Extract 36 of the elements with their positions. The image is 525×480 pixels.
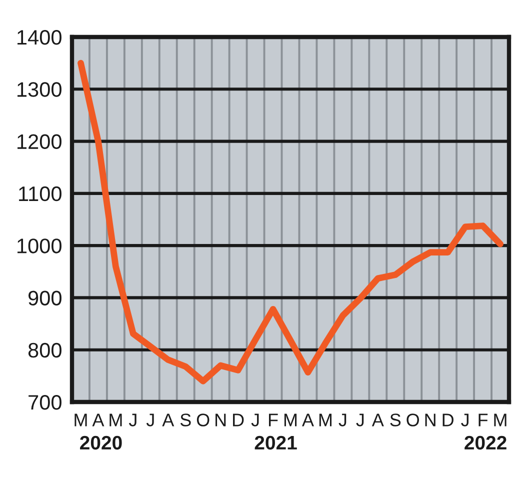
x-tick-label: J: [251, 414, 259, 426]
y-tick-label: 1000: [18, 238, 62, 254]
x-tick-label: J: [338, 414, 346, 426]
x-tick-label: D: [442, 414, 454, 426]
x-tick-label: M: [494, 414, 506, 426]
x-tick-label: A: [92, 414, 104, 426]
x-tick-label: S: [180, 414, 191, 426]
x-tick-label: J: [461, 414, 468, 426]
x-tick-label: A: [162, 414, 174, 426]
text: 2021: [254, 436, 297, 450]
x-tick-label: M: [110, 414, 122, 426]
y-tick-label: 1300: [18, 82, 62, 97]
y-tick-label: 800: [28, 342, 62, 358]
x-tick-label: O: [196, 414, 210, 426]
x-tick-label: M: [319, 414, 332, 426]
x-tick-label: S: [390, 414, 401, 426]
x-tick-label: M: [74, 414, 87, 426]
text: 2022: [464, 436, 506, 450]
x-tick-label: A: [372, 414, 384, 426]
x-tick-label: M: [284, 414, 297, 426]
x-tick-label: F: [268, 414, 278, 426]
x-tick-label: D: [233, 414, 244, 426]
y-tick-label: 700: [28, 395, 62, 410]
x-tick-label: J: [128, 414, 136, 426]
x-tick-label: N: [216, 414, 226, 426]
y-tick-label: 1200: [18, 134, 62, 150]
y-tick-label: 900: [28, 290, 62, 306]
x-tick-label: J: [146, 414, 154, 426]
y-tick-label: 1100: [19, 186, 62, 202]
x-tick-label: N: [425, 414, 436, 426]
y-tick-label: 1400: [18, 30, 62, 45]
x-tick-label: F: [478, 414, 488, 426]
x-tick-label: A: [302, 414, 314, 426]
x-tick-label: J: [356, 414, 364, 426]
x-tick-label: O: [406, 414, 420, 426]
text: 2020: [80, 436, 122, 450]
